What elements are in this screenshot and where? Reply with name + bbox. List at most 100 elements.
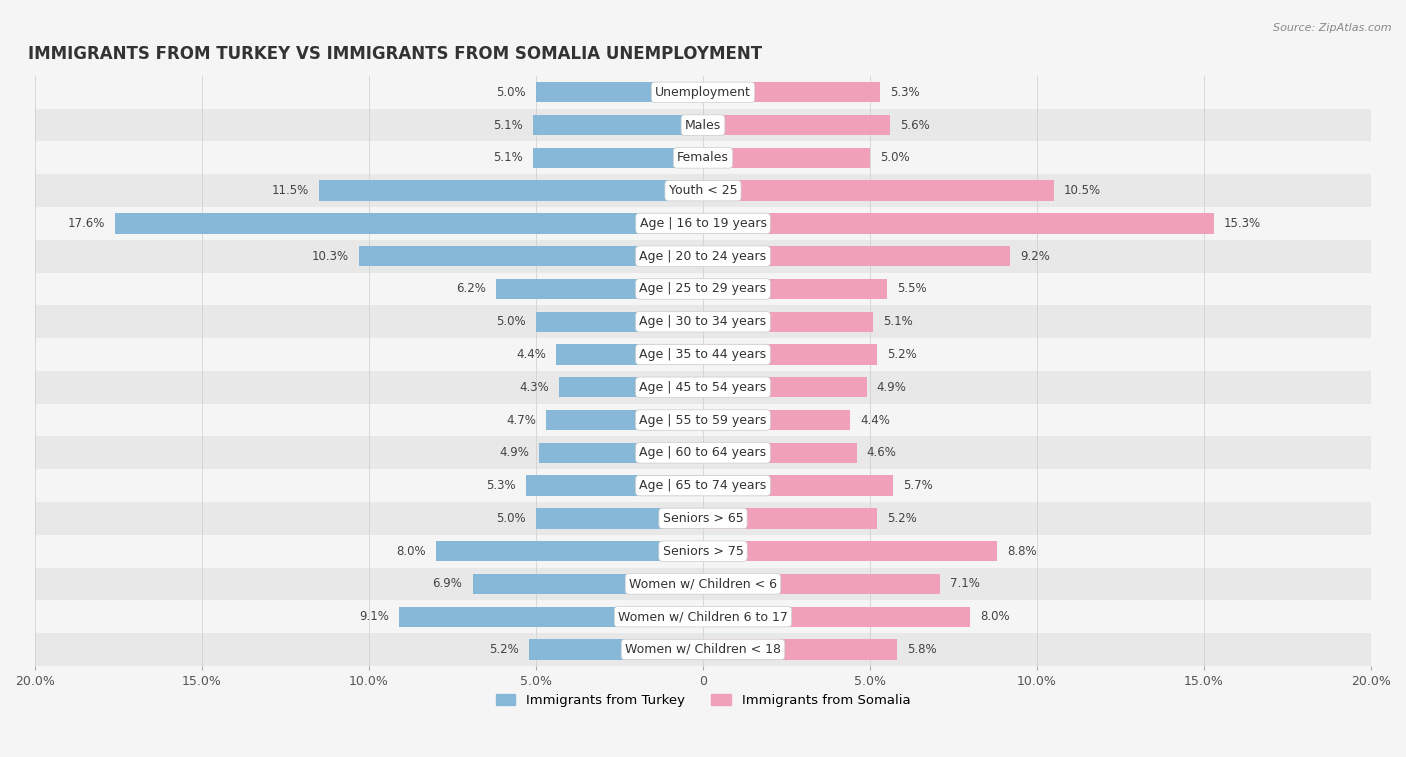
Text: 7.1%: 7.1% [950,578,980,590]
Bar [533,148,703,168]
Bar [703,640,897,659]
Text: Males: Males [685,119,721,132]
Text: Women w/ Children < 18: Women w/ Children < 18 [626,643,780,656]
Text: 6.2%: 6.2% [456,282,486,295]
Text: 4.9%: 4.9% [499,447,529,459]
Text: 10.3%: 10.3% [312,250,349,263]
Text: 4.4%: 4.4% [860,413,890,426]
Text: 4.7%: 4.7% [506,413,536,426]
Bar [35,207,1371,240]
Text: 5.0%: 5.0% [880,151,910,164]
Bar [35,273,1371,305]
Text: 6.9%: 6.9% [433,578,463,590]
Text: Females: Females [678,151,728,164]
Text: Women w/ Children 6 to 17: Women w/ Children 6 to 17 [619,610,787,623]
Text: 11.5%: 11.5% [271,184,309,197]
Bar [35,437,1371,469]
Bar [399,606,703,627]
Text: Women w/ Children < 6: Women w/ Children < 6 [628,578,778,590]
Bar [35,600,1371,633]
Bar [703,115,890,136]
Text: Age | 25 to 29 years: Age | 25 to 29 years [640,282,766,295]
Bar [703,312,873,332]
Text: Source: ZipAtlas.com: Source: ZipAtlas.com [1274,23,1392,33]
Bar [703,246,1011,266]
Text: 17.6%: 17.6% [67,217,105,230]
Text: Unemployment: Unemployment [655,86,751,99]
Text: 5.1%: 5.1% [883,315,912,329]
Bar [35,403,1371,437]
Text: 4.6%: 4.6% [866,447,897,459]
Text: 4.9%: 4.9% [877,381,907,394]
Bar [703,344,877,365]
Bar [703,410,851,430]
Text: Age | 60 to 64 years: Age | 60 to 64 years [640,447,766,459]
Bar [35,534,1371,568]
Text: 5.2%: 5.2% [489,643,519,656]
Bar [35,371,1371,403]
Bar [703,279,887,299]
Bar [496,279,703,299]
Bar [703,508,877,528]
Text: 5.1%: 5.1% [494,151,523,164]
Bar [35,633,1371,666]
Text: 8.0%: 8.0% [980,610,1010,623]
Text: 5.0%: 5.0% [496,315,526,329]
Text: 5.2%: 5.2% [887,512,917,525]
Bar [536,312,703,332]
Bar [536,508,703,528]
Bar [536,83,703,102]
Legend: Immigrants from Turkey, Immigrants from Somalia: Immigrants from Turkey, Immigrants from … [491,688,915,712]
Bar [560,377,703,397]
Bar [436,541,703,561]
Bar [472,574,703,594]
Bar [359,246,703,266]
Bar [703,475,893,496]
Bar [703,83,880,102]
Bar [529,640,703,659]
Bar [703,377,866,397]
Text: Age | 30 to 34 years: Age | 30 to 34 years [640,315,766,329]
Bar [540,443,703,463]
Bar [703,606,970,627]
Text: Seniors > 65: Seniors > 65 [662,512,744,525]
Text: Seniors > 75: Seniors > 75 [662,544,744,558]
Bar [703,148,870,168]
Text: 5.0%: 5.0% [496,86,526,99]
Text: 9.2%: 9.2% [1021,250,1050,263]
Bar [703,574,941,594]
Bar [35,142,1371,174]
Text: 8.8%: 8.8% [1007,544,1036,558]
Text: Age | 35 to 44 years: Age | 35 to 44 years [640,348,766,361]
Text: 15.3%: 15.3% [1225,217,1261,230]
Bar [703,541,997,561]
Text: 5.2%: 5.2% [887,348,917,361]
Bar [35,174,1371,207]
Bar [35,338,1371,371]
Bar [35,469,1371,502]
Text: 8.0%: 8.0% [396,544,426,558]
Bar [319,180,703,201]
Text: 5.7%: 5.7% [904,479,934,492]
Text: Age | 20 to 24 years: Age | 20 to 24 years [640,250,766,263]
Text: 5.6%: 5.6% [900,119,929,132]
Bar [35,502,1371,534]
Bar [35,240,1371,273]
Text: 5.3%: 5.3% [486,479,516,492]
Bar [703,180,1053,201]
Bar [35,76,1371,109]
Bar [526,475,703,496]
Bar [555,344,703,365]
Text: 5.3%: 5.3% [890,86,920,99]
Text: Age | 16 to 19 years: Age | 16 to 19 years [640,217,766,230]
Text: 9.1%: 9.1% [359,610,389,623]
Bar [115,213,703,234]
Bar [35,568,1371,600]
Bar [703,443,856,463]
Bar [546,410,703,430]
Bar [703,213,1213,234]
Text: 5.5%: 5.5% [897,282,927,295]
Bar [35,305,1371,338]
Text: 5.8%: 5.8% [907,643,936,656]
Text: 4.4%: 4.4% [516,348,546,361]
